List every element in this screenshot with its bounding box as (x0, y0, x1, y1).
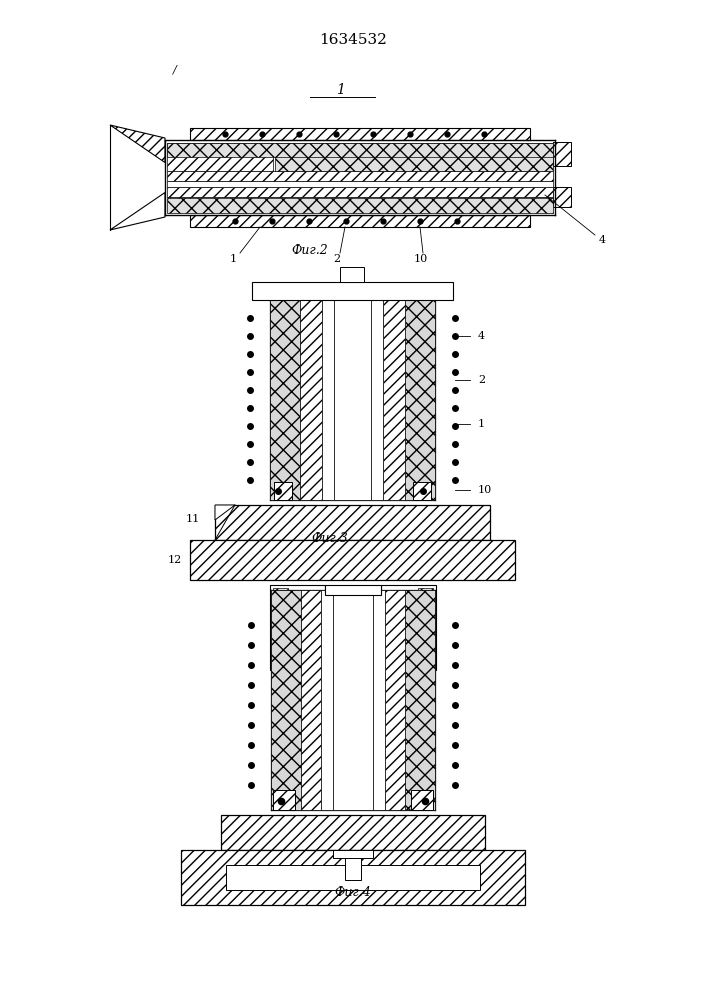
Bar (274, 482, 292, 500)
Bar (553, 142, 571, 166)
Bar (291, 617, 313, 667)
Bar (405, 590, 435, 810)
Bar (373, 590, 385, 810)
Bar (322, 300, 334, 500)
Text: 1: 1 (336, 83, 344, 97)
Text: Фиг.4: Фиг.4 (334, 886, 371, 898)
Bar (273, 790, 295, 810)
Bar (167, 143, 553, 157)
Bar (393, 617, 415, 667)
Bar (190, 128, 530, 140)
Bar (371, 300, 383, 500)
Bar (325, 585, 381, 595)
Bar (181, 850, 525, 905)
Bar (413, 482, 431, 500)
Polygon shape (215, 505, 235, 520)
Text: /: / (173, 65, 177, 75)
Bar (275, 143, 553, 171)
Text: 4: 4 (478, 331, 485, 341)
Bar (167, 187, 553, 197)
Text: 4: 4 (598, 235, 606, 245)
Text: 10: 10 (414, 254, 428, 264)
Bar (321, 590, 333, 810)
Bar (300, 300, 322, 500)
Bar (167, 181, 553, 187)
Bar (340, 267, 364, 282)
Bar (190, 215, 530, 227)
Polygon shape (110, 125, 165, 162)
Text: 12: 12 (168, 555, 182, 565)
Text: Фиг.2: Фиг.2 (291, 243, 328, 256)
Bar (553, 187, 571, 207)
Bar (383, 300, 405, 500)
Bar (270, 300, 300, 500)
Bar (405, 300, 435, 500)
Text: 1: 1 (230, 254, 237, 264)
Bar (252, 282, 453, 300)
Bar (167, 198, 553, 213)
Bar (167, 171, 553, 181)
Polygon shape (110, 192, 165, 230)
Bar (418, 588, 433, 667)
Bar (271, 590, 301, 810)
Bar (215, 505, 490, 540)
Bar (226, 865, 480, 890)
Bar (345, 850, 361, 880)
Polygon shape (270, 585, 325, 670)
Text: Фиг.3: Фиг.3 (312, 532, 349, 544)
Text: 2: 2 (478, 375, 485, 385)
Bar (190, 540, 515, 580)
Text: 1634532: 1634532 (319, 33, 387, 47)
Bar (385, 590, 405, 810)
Polygon shape (381, 585, 436, 670)
Bar (301, 590, 321, 810)
Text: 1: 1 (478, 419, 485, 429)
Bar (221, 815, 485, 850)
Bar (333, 850, 373, 858)
Bar (273, 588, 288, 667)
Bar (170, 185, 190, 205)
Text: 11: 11 (186, 514, 200, 524)
Text: 10: 10 (478, 485, 492, 495)
Bar (411, 790, 433, 810)
Text: 2: 2 (334, 254, 341, 264)
Bar (333, 590, 373, 810)
Bar (170, 142, 190, 162)
Bar (167, 143, 273, 171)
Bar (334, 300, 371, 500)
